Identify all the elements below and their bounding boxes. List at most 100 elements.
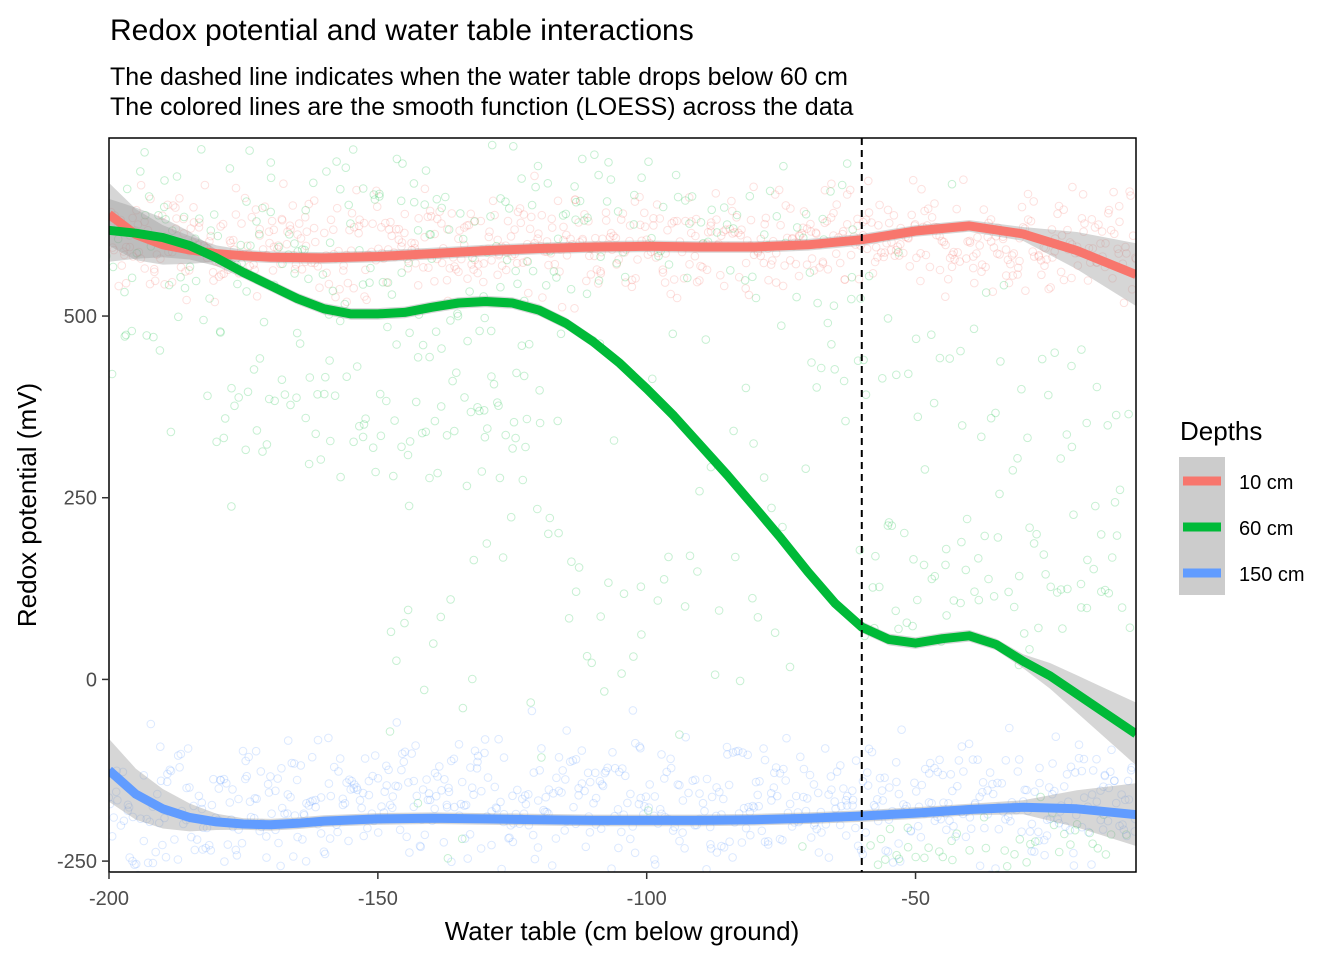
point-60-cm [903,823,913,833]
point-60-cm [770,628,780,638]
point-10-cm [231,210,241,219]
point-60-cm [935,353,945,363]
point-10-cm [544,260,553,270]
point-10-cm [877,248,886,257]
point-60-cm [604,158,613,167]
point-60-cm [612,258,622,268]
point-10-cm [692,277,702,287]
point-150-cm [380,787,390,797]
point-60-cm [753,613,763,622]
point-10-cm [430,277,439,286]
point-150-cm [423,795,433,805]
point-60-cm [675,730,684,739]
point-150-cm [442,800,452,810]
point-150-cm [988,779,997,789]
point-10-cm [179,214,188,224]
point-10-cm [442,275,452,285]
point-150-cm [1084,827,1093,837]
point-60-cm [1013,454,1022,463]
point-10-cm [1059,205,1068,214]
point-150-cm [283,809,292,818]
point-10-cm [655,214,665,223]
point-150-cm [517,794,527,804]
point-60-cm [881,855,890,864]
point-60-cm [437,203,447,213]
point-60-cm [166,427,176,437]
point-10-cm [764,275,773,285]
y-tick-label: 500 [64,306,97,328]
point-60-cm [405,437,415,446]
point-10-cm [941,292,950,302]
point-60-cm [375,189,384,199]
point-10-cm [301,241,311,251]
point-150-cm [910,778,919,788]
point-150-cm [1020,785,1029,795]
point-150-cm [754,801,764,811]
point-60-cm [219,433,229,443]
point-10-cm [231,183,241,193]
point-150-cm [635,742,644,751]
point-10-cm [905,262,915,271]
point-60-cm [1052,588,1062,597]
point-10-cm [368,219,377,228]
point-60-cm [358,184,368,193]
point-10-cm [1114,201,1124,211]
point-60-cm [1104,588,1114,598]
point-150-cm [175,763,184,772]
point-150-cm [607,864,616,872]
point-60-cm [1041,570,1050,579]
point-60-cm [443,854,453,863]
point-60-cm [460,393,469,402]
point-60-cm [1037,354,1047,364]
point-10-cm [616,215,626,224]
point-10-cm [445,264,455,273]
point-10-cm [252,292,262,301]
point-150-cm [763,840,773,849]
point-60-cm [594,170,603,180]
point-150-cm [869,800,879,810]
point-60-cm [765,186,775,196]
point-60-cm [335,316,345,326]
point-150-cm [1087,790,1097,799]
point-10-cm [167,277,177,287]
point-150-cm [109,799,115,809]
point-60-cm [875,582,884,592]
point-150-cm [277,803,287,813]
point-10-cm [1029,252,1039,261]
point-60-cm [878,374,887,383]
point-150-cm [916,832,926,842]
point-10-cm [785,256,795,265]
point-150-cm [283,790,293,799]
point-10-cm [802,224,812,233]
point-10-cm [736,230,746,240]
point-10-cm [981,262,990,272]
point-150-cm [610,763,620,773]
point-150-cm [160,813,169,823]
point-10-cm [818,259,828,268]
point-60-cm [452,368,461,378]
point-150-cm [349,784,359,793]
point-60-cm [290,269,299,278]
point-150-cm [405,848,414,857]
point-150-cm [119,816,129,826]
point-10-cm [886,246,896,255]
point-10-cm [522,256,532,266]
point-150-cm [1034,836,1043,846]
point-60-cm [190,234,200,243]
point-60-cm [847,294,856,304]
point-60-cm [571,587,581,597]
point-10-cm [349,222,359,232]
point-10-cm [296,234,306,243]
point-60-cm [685,219,694,228]
point-10-cm [820,218,830,228]
point-10-cm [1104,208,1113,218]
point-150-cm [148,858,158,868]
point-150-cm [316,829,326,838]
point-60-cm [179,212,189,222]
point-60-cm [1076,603,1086,612]
point-10-cm [1113,244,1122,254]
point-10-cm [1034,252,1043,261]
point-60-cm [258,203,267,213]
point-150-cm [569,802,578,812]
point-10-cm [420,184,430,194]
